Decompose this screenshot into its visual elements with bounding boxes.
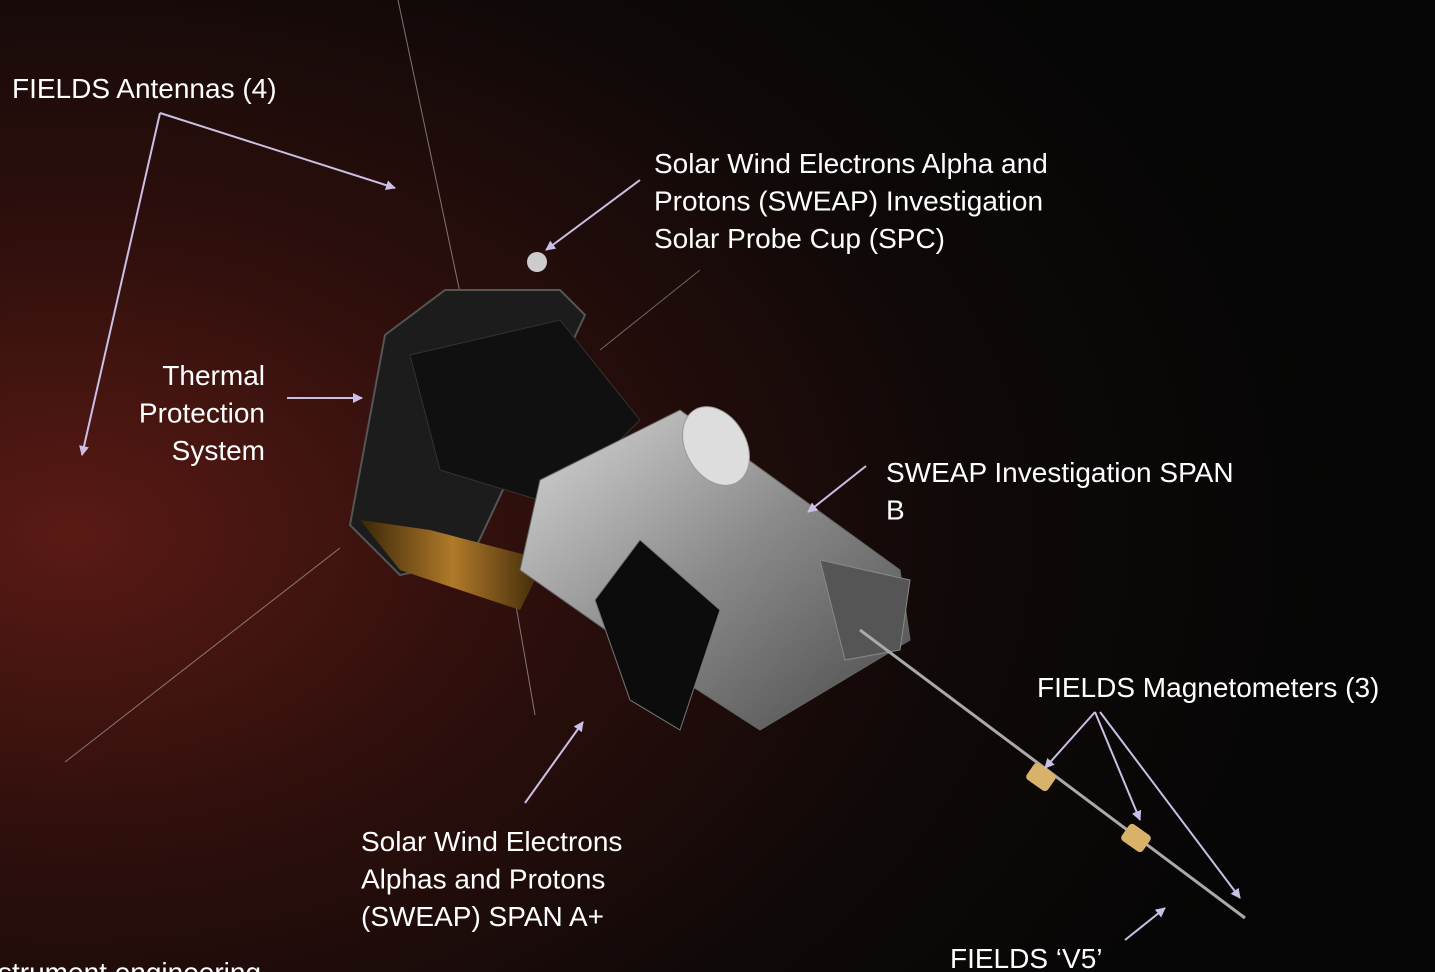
label-line: Solar Wind Electrons: [361, 826, 622, 857]
label-line: (SWEAP) SPAN A+: [361, 901, 604, 932]
label-line: strument engineering: [0, 957, 261, 972]
arrow: [1124, 907, 1166, 941]
arrow: [524, 721, 584, 804]
arrow: [79, 112, 161, 456]
label-line: B: [886, 495, 905, 526]
labels: FIELDS Antennas (4) Solar Wind Electrons …: [0, 73, 1379, 972]
arrow: [807, 465, 867, 513]
arrow: [1099, 711, 1241, 899]
label-line: Protons (SWEAP) Investigation: [654, 186, 1043, 217]
label-line: FIELDS Antennas (4): [12, 73, 277, 104]
label-line: Thermal: [162, 360, 265, 391]
arrow: [545, 179, 641, 251]
label-line: Protection: [139, 398, 265, 429]
label-line: FIELDS Magnetometers (3): [1037, 672, 1379, 703]
label-line: System: [172, 435, 265, 466]
arrows: [79, 112, 1241, 941]
label-line: Solar Probe Cup (SPC): [654, 223, 945, 254]
arrow: [159, 112, 396, 191]
arrow: [1044, 711, 1096, 769]
label-line: Solar Wind Electrons Alpha and: [654, 148, 1048, 179]
arrow: [1094, 711, 1142, 821]
spacecraft: [64, 0, 1246, 920]
label-line: SWEAP Investigation SPAN: [886, 457, 1234, 488]
label-line: FIELDS ‘V5’: [950, 943, 1103, 972]
label-line: Alphas and Protons: [361, 864, 605, 895]
